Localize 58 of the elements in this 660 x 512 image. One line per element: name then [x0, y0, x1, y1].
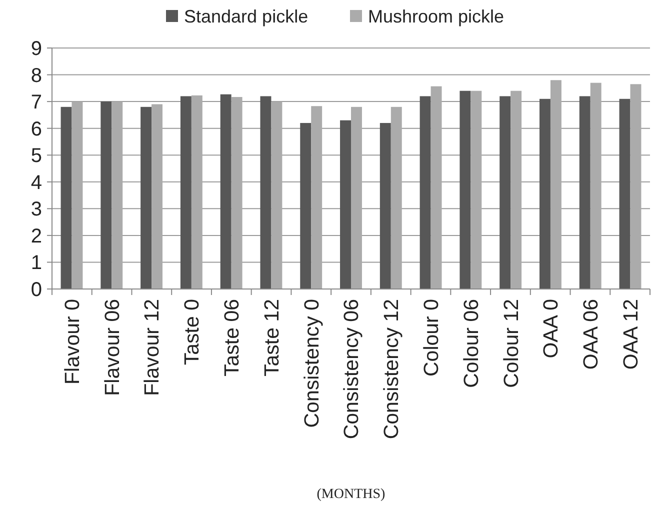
bar [380, 122, 391, 289]
bar [340, 120, 351, 289]
x-tick-label: Flavour 12 [140, 299, 164, 396]
bar [460, 90, 471, 289]
bar [152, 104, 163, 289]
y-tick-label: 2 [30, 225, 42, 248]
bar [300, 122, 312, 289]
bar [112, 102, 123, 289]
bar [260, 96, 272, 289]
bar [619, 98, 630, 289]
bar [539, 98, 550, 289]
x-tick-label: Taste 12 [260, 299, 284, 376]
bar [60, 106, 72, 289]
bar [470, 90, 482, 289]
x-tick-label: Flavour 0 [60, 299, 84, 384]
bar [500, 96, 511, 289]
bar [351, 106, 362, 289]
y-tick-label: 6 [30, 118, 42, 140]
x-tick-label: Colour 12 [500, 299, 523, 388]
bar [100, 102, 112, 289]
y-tick-label: 0 [30, 279, 42, 301]
bar [311, 106, 322, 289]
bar [590, 82, 602, 289]
x-tick-label: OAA 0 [540, 299, 563, 358]
bar [430, 86, 442, 289]
y-tick-label: 8 [30, 64, 42, 87]
bar [630, 84, 642, 289]
y-tick-label: 5 [30, 145, 42, 168]
bar [390, 106, 402, 289]
x-tick-label: OAA 12 [619, 299, 642, 370]
bar [191, 95, 202, 289]
bar [579, 96, 590, 289]
bar [180, 96, 192, 289]
y-tick-label: 3 [30, 198, 42, 221]
bar [510, 90, 522, 289]
x-tick-label: Consistency 12 [380, 299, 404, 440]
legend-label: Standard pickle [184, 6, 308, 26]
x-tick-label: Consistency 06 [340, 299, 364, 440]
x-tick-label: Consistency 0 [300, 299, 324, 428]
y-tick-label: 9 [30, 38, 42, 60]
bar [220, 94, 232, 289]
x-tick-label: Taste 0 [180, 299, 204, 366]
x-tick-label: Taste 06 [220, 299, 244, 376]
x-tick-label: Colour 06 [460, 299, 483, 388]
x-tick-label: Flavour 06 [100, 299, 124, 396]
bar [550, 80, 562, 289]
y-tick-label: 1 [30, 252, 42, 274]
bar [72, 102, 83, 289]
x-tick-label: OAA 06 [580, 299, 603, 370]
bar [271, 102, 282, 289]
bar [231, 97, 242, 289]
bar [140, 106, 152, 289]
bar [420, 96, 431, 289]
x-axis-title: (MONTHS) [316, 487, 386, 502]
y-tick-label: 7 [30, 92, 42, 114]
legend-label: Mushroom pickle [368, 6, 504, 26]
y-tick-label: 4 [30, 172, 42, 194]
x-tick-label: Colour 0 [420, 299, 443, 376]
